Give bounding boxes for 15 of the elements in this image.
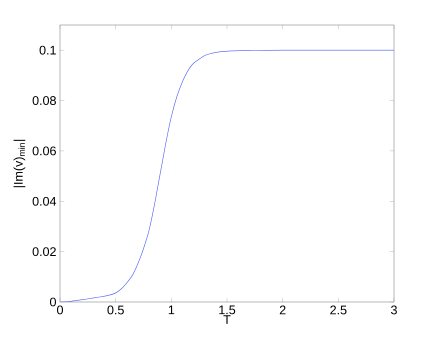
x-tick-label: 1.5 <box>219 306 236 314</box>
x-tick-label: 3 <box>391 306 397 314</box>
x-tick-label: 1 <box>168 306 174 314</box>
y-tick-label: 0.02 <box>32 247 56 256</box>
x-tick-label: 0 <box>57 306 63 314</box>
y-tick-label: 0.06 <box>32 146 56 156</box>
y-axis-title: |Im(v)$_{min}$| <box>14 140 26 188</box>
x-tick-label: 0.5 <box>107 306 124 314</box>
x-tick-label: 2.5 <box>330 306 346 314</box>
y-tick-label: 0.08 <box>32 96 56 105</box>
x-axis-title: T <box>223 315 231 324</box>
y-tick-label: 0 <box>50 298 56 306</box>
y-tick-label: 0.04 <box>32 196 56 206</box>
x-tick-label: 2 <box>280 306 286 314</box>
y-tick-label: 0.1 <box>40 46 56 55</box>
